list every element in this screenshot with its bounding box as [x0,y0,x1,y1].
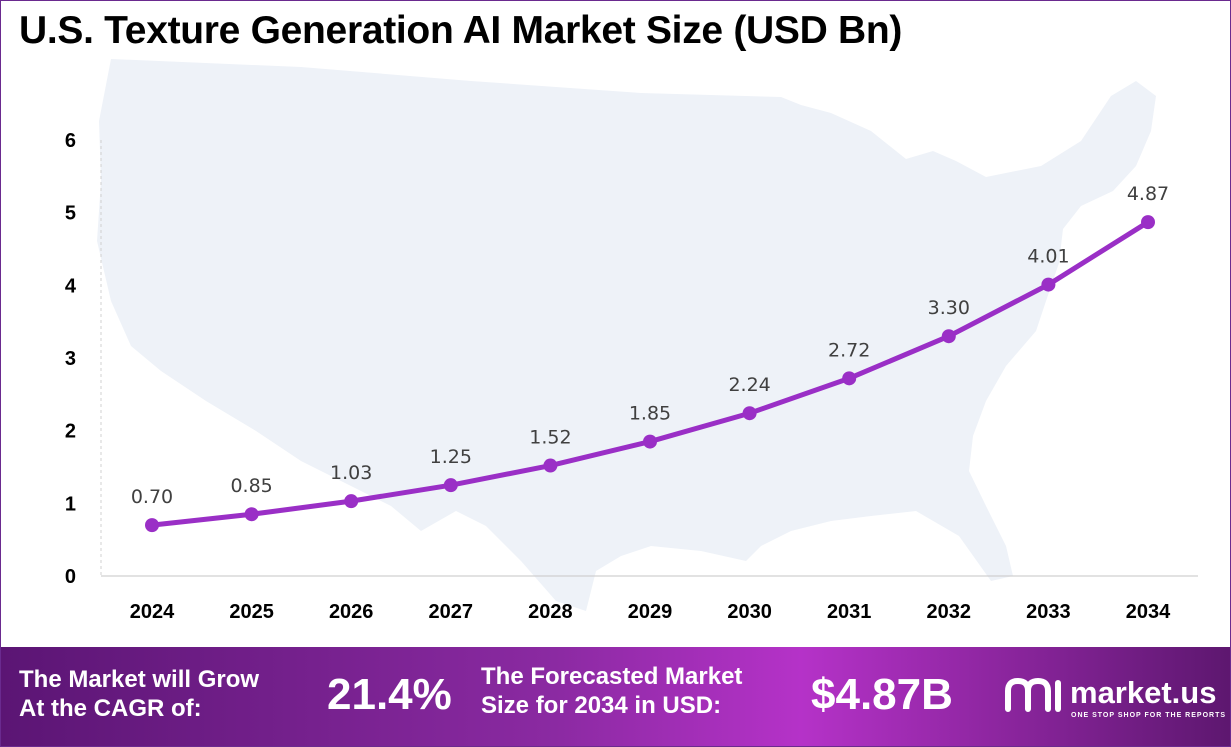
data-label: 0.70 [131,486,173,508]
forecast-label: The Forecasted Market Size for 2034 in U… [481,662,742,720]
y-axis-tick-labels: 0 1 2 3 4 5 6 [65,130,77,588]
cagr-value: 21.4% [327,670,452,719]
data-point [842,371,857,386]
x-tick-label: 2024 [130,601,175,623]
brand-name: market.us [1070,675,1217,710]
cagr-label-line2: At the CAGR of: [19,695,202,722]
data-label: 2.72 [828,339,870,361]
data-point [443,478,458,493]
data-label: 4.87 [1127,183,1169,205]
y-tick-label: 3 [65,348,76,370]
y-tick-label: 2 [65,421,76,443]
forecast-value: $4.87B [811,670,953,719]
x-tick-label: 2027 [429,601,474,623]
forecast-label-line2: Size for 2034 in USD: [481,692,722,719]
data-label: 4.01 [1027,246,1069,268]
data-point [941,329,956,344]
data-point [344,494,359,509]
y-tick-label: 5 [65,203,76,225]
axes [100,140,1198,577]
x-tick-label: 2029 [628,601,673,623]
data-point [742,406,757,421]
data-label: 1.03 [330,462,372,484]
x-tick-label: 2026 [329,601,374,623]
cagr-label-line1: The Market will Grow [19,666,260,693]
market-us-logo-icon [1005,677,1061,712]
data-label: 1.52 [529,427,571,449]
x-tick-label: 2025 [229,601,274,623]
data-point [543,458,558,473]
y-tick-label: 6 [65,130,76,152]
data-label: 0.85 [230,475,272,497]
data-point [145,518,159,533]
x-tick-label: 2034 [1126,601,1171,623]
data-markers [145,215,1155,533]
data-point [244,507,259,522]
data-label: 1.85 [629,403,671,425]
y-tick-label: 0 [65,566,76,588]
forecast-label-line1: The Forecasted Market [481,663,743,690]
data-point [643,434,657,449]
data-labels: 0.70 0.85 1.03 1.25 1.52 1.85 2.24 2.72 3.30 4.01… [131,183,1169,508]
us-map-background [97,59,1156,611]
x-tick-label: 2032 [927,601,972,623]
footer-banner: The Market will Grow At the CAGR of: 21.… [1,647,1230,746]
x-tick-label: 2030 [727,601,772,623]
data-label: 2.24 [728,374,770,396]
y-tick-label: 4 [65,275,77,297]
line-chart: 0 1 2 3 4 5 6 2024 2025 2026 2027 2028 2029 2030 2031… [65,59,1198,623]
data-label: 1.25 [430,446,472,468]
data-point [1041,277,1056,292]
cagr-label: The Market will Grow At the CAGR of: [19,665,259,723]
chart-title: U.S. Texture Generation AI Market Size (… [19,9,903,52]
x-tick-label: 2028 [528,601,573,623]
x-tick-label: 2033 [1026,601,1071,623]
data-point [1141,215,1155,230]
x-tick-label: 2031 [827,601,872,623]
brand-tagline: ONE STOP SHOP FOR THE REPORTS [1071,712,1227,719]
y-tick-label: 1 [65,493,76,515]
data-label: 3.30 [928,297,970,319]
x-axis-tick-labels: 2024 2025 2026 2027 2028 2029 2030 2031 2032 2033… [130,601,1171,623]
